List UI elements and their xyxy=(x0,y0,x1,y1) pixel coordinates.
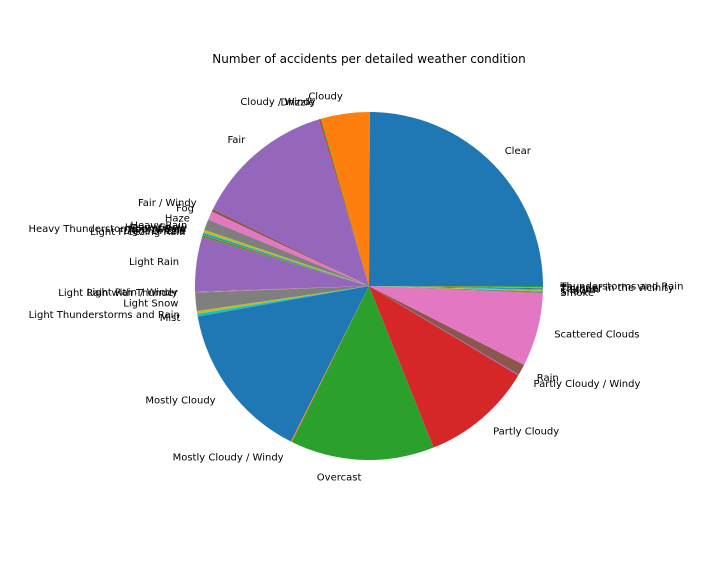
pie-slice xyxy=(208,211,369,286)
slice-label: Light Rain with Thunder xyxy=(58,288,178,299)
pie-slice xyxy=(369,286,543,292)
pie-slice xyxy=(202,235,369,286)
slice-label: Partly Cloudy / Windy xyxy=(534,379,641,390)
slice-label: Cloudy / Windy xyxy=(240,97,315,108)
slice-label: Thunder xyxy=(559,284,603,295)
pie-slice xyxy=(369,286,525,375)
slice-label: Smoke xyxy=(560,288,594,299)
pie-slice xyxy=(203,232,369,286)
slice-label: Haze xyxy=(165,214,190,225)
slice-label: Thunder in the Vicinity xyxy=(559,283,674,294)
slice-label: Clear xyxy=(505,146,532,157)
slice-label: Fog xyxy=(176,204,194,215)
pie-slice xyxy=(290,286,369,442)
pie-slice xyxy=(202,234,369,286)
slice-label: Thunderstorms and Rain xyxy=(559,282,683,293)
slice-label: Partly Cloudy xyxy=(493,427,559,438)
pie-slice xyxy=(369,112,543,286)
chart-title: Number of accidents per detailed weather… xyxy=(212,52,525,66)
pie-slice xyxy=(369,286,519,376)
slice-label: Heavy Thunderstorms and Rain xyxy=(28,224,186,235)
pie-slice xyxy=(195,286,369,293)
pie-slices xyxy=(195,111,544,461)
slice-label: Mostly Cloudy xyxy=(145,395,215,406)
slice-label: Light Rain xyxy=(129,257,179,268)
pie-slice xyxy=(195,286,369,312)
slice-label: Fair / Windy xyxy=(138,198,197,209)
slice-label: Hot / Windy xyxy=(128,225,186,236)
pie-slice xyxy=(196,286,369,314)
slice-label: Light Rain / Windy xyxy=(87,287,178,298)
slice-label: Mostly Cloudy / Windy xyxy=(173,452,284,463)
pie-slice xyxy=(202,233,369,286)
pie-slice xyxy=(369,286,543,291)
slice-label: Drizzle xyxy=(280,98,314,109)
pie-slice xyxy=(369,286,519,448)
pie-slice xyxy=(197,286,369,317)
pie-slice xyxy=(369,286,543,289)
pie-slice xyxy=(203,229,369,286)
slice-label: T-Storm xyxy=(559,285,599,296)
pie-slice xyxy=(318,119,369,286)
slice-label: Light Snow xyxy=(123,299,178,310)
slice-label: Heavy Rain xyxy=(131,221,188,232)
slice-label: Fair xyxy=(227,135,246,146)
slice-label: Mist xyxy=(160,313,181,324)
pie-slice xyxy=(197,286,369,442)
pie-slice xyxy=(369,286,544,288)
slice-label: Scattered Clouds xyxy=(554,329,639,340)
pie-slice xyxy=(211,209,369,286)
pie-slice xyxy=(201,236,369,286)
slice-label: Light Freezing Rain xyxy=(90,227,185,238)
pie-slice xyxy=(195,286,369,293)
slice-label: Light Thunderstorms and Rain xyxy=(29,310,180,321)
pie-slice xyxy=(291,286,434,461)
pie-slice xyxy=(369,286,543,290)
slice-label: Cloudy xyxy=(308,91,343,102)
slice-label: Heavy Snow xyxy=(125,223,187,234)
pie-slice xyxy=(321,111,370,287)
pie-slice xyxy=(212,119,369,287)
pie-slice xyxy=(195,237,369,292)
pie-slice xyxy=(369,286,543,365)
slice-label: Rain xyxy=(537,373,559,384)
pie-slice xyxy=(369,286,543,294)
slice-label: Light Drizzle xyxy=(124,226,186,237)
slice-label: Overcast xyxy=(317,472,362,483)
pie-slice xyxy=(319,118,369,286)
pie-slice xyxy=(204,219,369,286)
slice-label: Snow xyxy=(560,286,587,297)
